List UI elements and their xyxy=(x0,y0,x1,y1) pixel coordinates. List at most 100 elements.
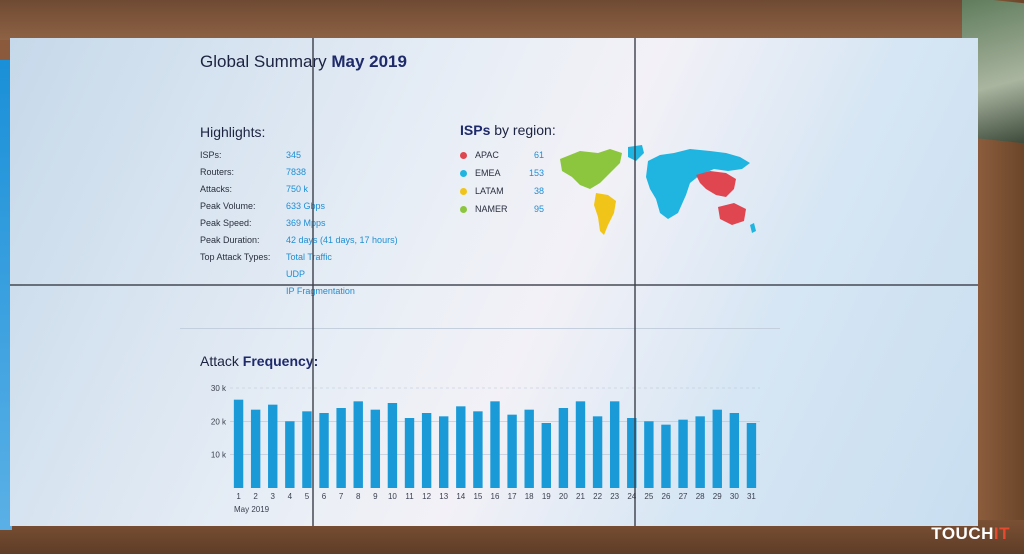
x-tick-label: 28 xyxy=(696,492,705,501)
bar-day-4 xyxy=(285,421,295,488)
bar-day-2 xyxy=(250,409,261,488)
bar-day-13 xyxy=(439,416,449,488)
region-name: EMEA xyxy=(475,168,501,178)
x-tick-label: 10 xyxy=(388,492,397,501)
highlight-label: Routers: xyxy=(200,167,235,177)
x-tick-label: 22 xyxy=(593,492,602,501)
highlight-value: UDP xyxy=(286,269,306,279)
bar-day-1 xyxy=(233,399,244,488)
bar-day-29 xyxy=(712,409,722,488)
bar-day-11 xyxy=(404,418,415,488)
frequency-heading-rest: Attack xyxy=(200,353,243,369)
highlight-value: 750 k xyxy=(286,184,309,194)
bar-day-23 xyxy=(609,401,620,488)
page-title: Global Summary May 2019 xyxy=(200,52,407,72)
bar-day-14 xyxy=(456,406,466,488)
bar-day-21 xyxy=(575,401,586,488)
bar-day-25 xyxy=(644,421,654,488)
region-count: 38 xyxy=(533,186,544,196)
x-tick-label: 17 xyxy=(508,492,517,501)
highlight-value: 633 Gbps xyxy=(286,201,326,211)
bezel-vertical xyxy=(312,38,314,526)
region-count: 153 xyxy=(528,168,544,178)
x-tick-label: 16 xyxy=(491,492,500,501)
namer-region xyxy=(560,149,622,189)
highlight-value: Total Traffic xyxy=(286,252,332,262)
x-tick-label: 8 xyxy=(356,492,361,501)
isps-heading-rest: by region: xyxy=(490,122,556,138)
x-tick-label: 14 xyxy=(456,492,465,501)
region-count: 95 xyxy=(533,204,544,214)
watermark-accent: IT xyxy=(993,524,1010,543)
x-tick-label: 27 xyxy=(679,492,688,501)
bar-day-26 xyxy=(661,424,671,488)
x-tick-label: 21 xyxy=(576,492,585,501)
highlight-label: Attacks: xyxy=(200,184,233,194)
region-name: NAMER xyxy=(475,204,508,214)
emea-region xyxy=(646,149,750,219)
frequency-heading: Attack Frequency: xyxy=(200,353,318,369)
x-tick-label: 1 xyxy=(236,492,241,501)
bar-day-15 xyxy=(473,411,483,488)
highlights-heading: Highlights: xyxy=(200,124,266,140)
bar-day-8 xyxy=(353,401,363,488)
x-tick-label: 13 xyxy=(439,492,448,501)
x-tick-label: 6 xyxy=(322,492,327,501)
x-tick-label: 31 xyxy=(747,492,756,501)
bar-day-20 xyxy=(558,408,569,488)
highlight-value: IP Fragmentation xyxy=(286,286,355,296)
bar-day-28 xyxy=(695,416,705,488)
highlight-label: Top Attack Types: xyxy=(200,252,271,262)
x-tick-label: 4 xyxy=(288,492,293,501)
bar-day-10 xyxy=(387,403,398,488)
x-tick-label: 2 xyxy=(253,492,258,501)
highlight-value: 369 Mpps xyxy=(286,218,326,228)
greenland-region xyxy=(628,145,644,161)
nz-region xyxy=(750,223,756,233)
bar-day-3 xyxy=(268,404,278,488)
x-tick-label: 24 xyxy=(627,492,636,501)
attack-frequency-chart: 10 k20 k30 k1 2 3 4 5 6 7 8 9 10 11 12 13 14 15 16 17 18 1… xyxy=(211,384,760,514)
bar-day-27 xyxy=(678,419,688,488)
highlight-value: 7838 xyxy=(286,167,307,177)
region-name: APAC xyxy=(475,150,499,160)
x-tick-label: 7 xyxy=(339,492,344,501)
watermark-logo: TOUCHIT xyxy=(931,524,1010,544)
side-panel xyxy=(0,60,12,530)
x-tick-label: 25 xyxy=(644,492,653,501)
x-tick-label: 3 xyxy=(271,492,276,501)
bezel-vertical xyxy=(634,38,636,526)
x-tick-label: 5 xyxy=(305,492,310,501)
bar-day-17 xyxy=(507,414,517,488)
legend-dot xyxy=(460,170,467,177)
legend-dot xyxy=(460,206,467,213)
legend-dot xyxy=(460,188,467,195)
highlight-label: ISPs: xyxy=(200,150,222,160)
latam-region xyxy=(594,193,616,235)
frequency-heading-bold: Frequency: xyxy=(242,353,319,369)
x-tick-label: 18 xyxy=(525,492,534,501)
x-tick-label: 15 xyxy=(473,492,482,501)
x-tick-label: 9 xyxy=(373,492,378,501)
highlight-label: Peak Volume: xyxy=(200,201,256,211)
bar-day-24 xyxy=(627,418,637,488)
x-tick-label: 20 xyxy=(559,492,568,501)
x-tick-label: 23 xyxy=(610,492,619,501)
bar-day-9 xyxy=(370,409,381,488)
highlight-value: 345 xyxy=(286,150,302,160)
x-tick-label: 29 xyxy=(713,492,722,501)
bar-day-6 xyxy=(319,413,329,488)
video-wall-screen: Global Summary May 2019 Highlights: ISPs… xyxy=(10,38,978,526)
title-month: May 2019 xyxy=(331,52,407,71)
x-axis-label: May 2019 xyxy=(234,505,270,514)
bar-day-12 xyxy=(421,413,432,488)
y-tick-label: 20 k xyxy=(211,417,227,426)
world-map xyxy=(560,145,756,235)
bar-day-22 xyxy=(592,416,603,488)
bezel-horizontal xyxy=(10,284,978,286)
bar-day-30 xyxy=(729,413,740,488)
isps-heading: ISPs by region: xyxy=(460,122,556,138)
highlight-label: Peak Speed: xyxy=(200,218,252,228)
bar-day-19 xyxy=(541,423,551,488)
bar-day-16 xyxy=(490,401,500,488)
